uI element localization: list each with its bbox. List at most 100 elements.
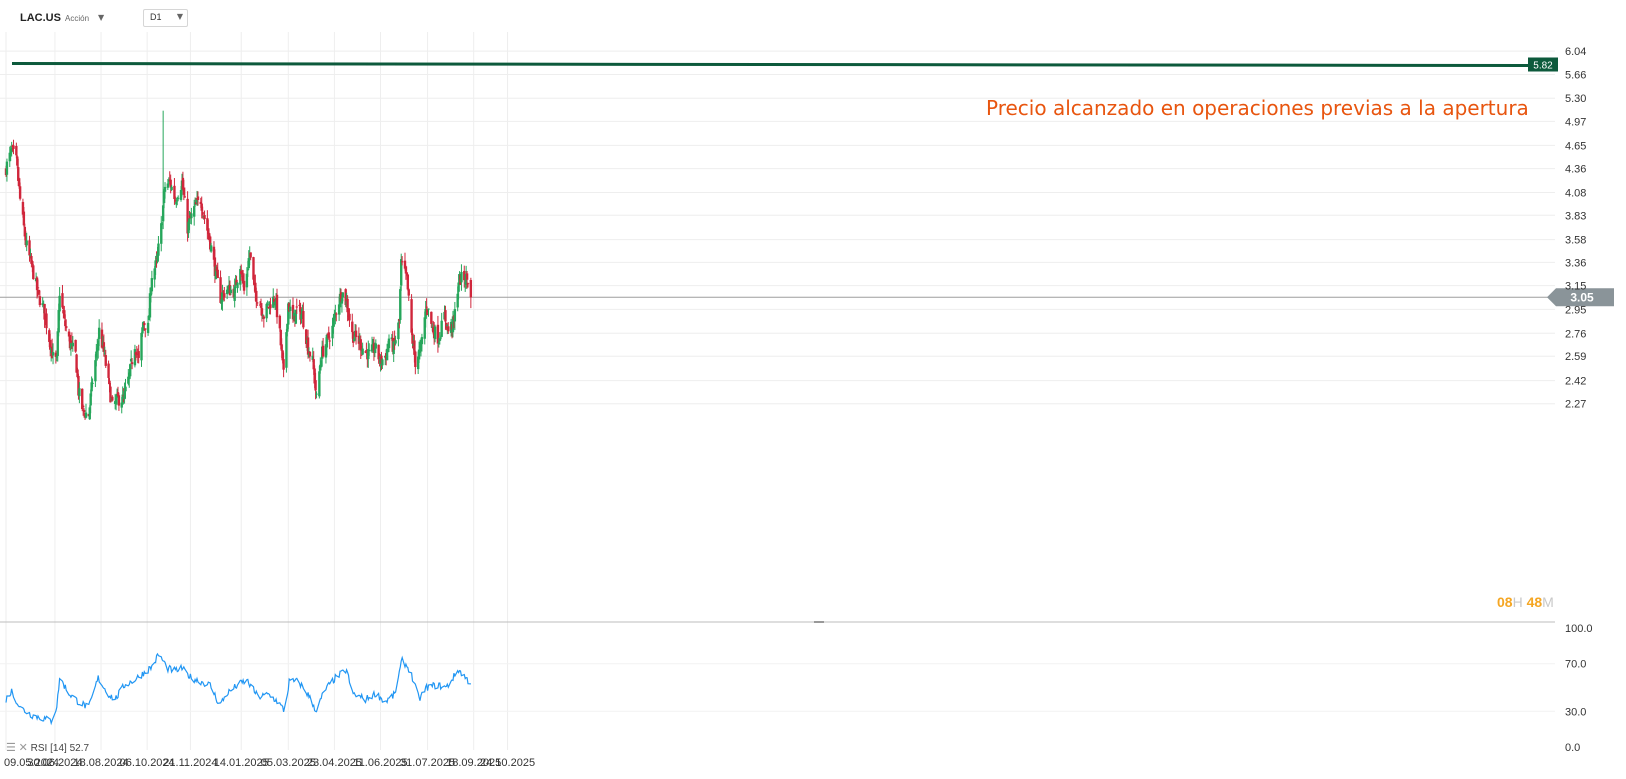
candle-body	[81, 405, 85, 408]
candle-body	[321, 345, 325, 357]
x-tick-label: 05.03.2025	[261, 757, 316, 769]
y-tick-label: 2.27	[1565, 399, 1586, 411]
candle-body	[351, 321, 354, 333]
candle-body	[90, 382, 93, 392]
candle-body	[385, 348, 389, 361]
candle-body	[306, 337, 310, 355]
candle-body	[196, 196, 200, 200]
chevron-down-icon[interactable]: ▼	[98, 13, 105, 22]
candle-body	[179, 189, 183, 200]
candle-body	[69, 343, 73, 349]
candle-body	[374, 343, 378, 349]
level-tag	[1528, 57, 1558, 72]
candle-body	[440, 320, 443, 337]
y-tick-label: 2.95	[1565, 304, 1586, 316]
candle-body	[433, 326, 437, 340]
symbol-label[interactable]: LAC.US	[20, 12, 61, 24]
candle-body	[206, 218, 209, 231]
rsi-period: [14]	[50, 743, 67, 754]
candle-body	[57, 310, 60, 333]
candle-body	[406, 274, 410, 290]
candle-body	[392, 341, 395, 354]
candle-body	[340, 298, 344, 304]
candle-body	[169, 179, 172, 188]
settings-icon[interactable]: ☰	[6, 742, 16, 754]
candle-body	[157, 243, 160, 256]
candle-body	[381, 359, 384, 366]
candle-body	[319, 364, 322, 371]
axes-group: 09.05.202430.06.202418.08.202406.10.2024…	[4, 46, 1593, 769]
last-price-tag	[1547, 288, 1614, 307]
candle-body	[137, 351, 140, 358]
candle-body	[302, 311, 305, 328]
candle-body	[176, 200, 179, 202]
candle-body	[175, 202, 178, 205]
x-tick-label: 30.06.2024	[27, 757, 82, 769]
candle-body	[94, 360, 97, 382]
candle-body	[208, 236, 212, 250]
candle-body	[31, 261, 34, 265]
candle-body	[288, 306, 292, 312]
candle-body	[425, 306, 428, 308]
x-tick-label: 31.07.2025	[400, 757, 455, 769]
candle-body	[367, 348, 370, 359]
candle-body	[48, 330, 51, 342]
candle-body	[444, 310, 447, 322]
candle-body	[469, 280, 473, 298]
candle-body	[275, 294, 279, 318]
candle-body	[457, 282, 460, 292]
candle-body	[107, 363, 110, 378]
candle-body	[30, 256, 33, 264]
candle-body	[190, 213, 193, 219]
candle-body	[341, 292, 345, 298]
candle-body	[68, 334, 72, 349]
candle-body	[411, 333, 414, 344]
candle-body	[97, 340, 100, 351]
chart-header: LAC.US Acción ▼ D1 ▼	[0, 0, 1626, 32]
candle-body	[246, 269, 250, 271]
candle-body	[56, 331, 59, 356]
candle-body	[16, 156, 19, 166]
candle-body	[285, 332, 288, 368]
level-line-group: 5.82 3.05	[0, 57, 1614, 307]
y-tick-label: 5.30	[1565, 93, 1586, 105]
x-tick-label: 21.11.2024	[163, 757, 217, 769]
candle-body	[312, 359, 315, 370]
candle-body	[281, 350, 284, 361]
candle-body	[25, 240, 28, 246]
candle-body	[348, 313, 351, 321]
candle-body	[327, 332, 330, 338]
candle-body	[35, 277, 39, 291]
candle-body	[167, 179, 170, 182]
close-icon[interactable]: ✕	[18, 742, 28, 754]
candle-body	[332, 319, 335, 328]
candle-body	[140, 332, 143, 361]
candle-body	[294, 309, 298, 324]
candle-body	[64, 320, 67, 327]
candle-body	[239, 269, 242, 285]
candle-body	[370, 344, 374, 352]
rsi-value: 52.7	[69, 743, 90, 754]
candle-body	[123, 390, 126, 400]
level-line	[11, 62, 1529, 67]
candle-body	[414, 351, 417, 367]
candle-body	[17, 167, 20, 181]
candle-body	[268, 301, 271, 306]
level-tag-label: 5.82	[1533, 61, 1553, 72]
candle-countdown: 08H 48M	[1497, 594, 1554, 610]
candle-body	[419, 342, 423, 349]
candle-body	[188, 218, 191, 225]
candle-body	[177, 197, 180, 199]
candle-body	[221, 293, 224, 302]
candle-body	[23, 226, 27, 237]
candle-body	[249, 252, 252, 258]
timeframe-select[interactable]: D1 ▼	[143, 9, 188, 27]
y-tick-label: 6.04	[1565, 46, 1586, 58]
candle-body	[162, 191, 166, 204]
rsi-y-tick-label: 100.0	[1565, 623, 1593, 635]
chevron-down-icon: ▼	[176, 12, 183, 21]
candle-body	[439, 337, 442, 339]
candle-body	[397, 322, 400, 340]
candle-body	[103, 352, 107, 354]
candle-body	[95, 351, 98, 358]
